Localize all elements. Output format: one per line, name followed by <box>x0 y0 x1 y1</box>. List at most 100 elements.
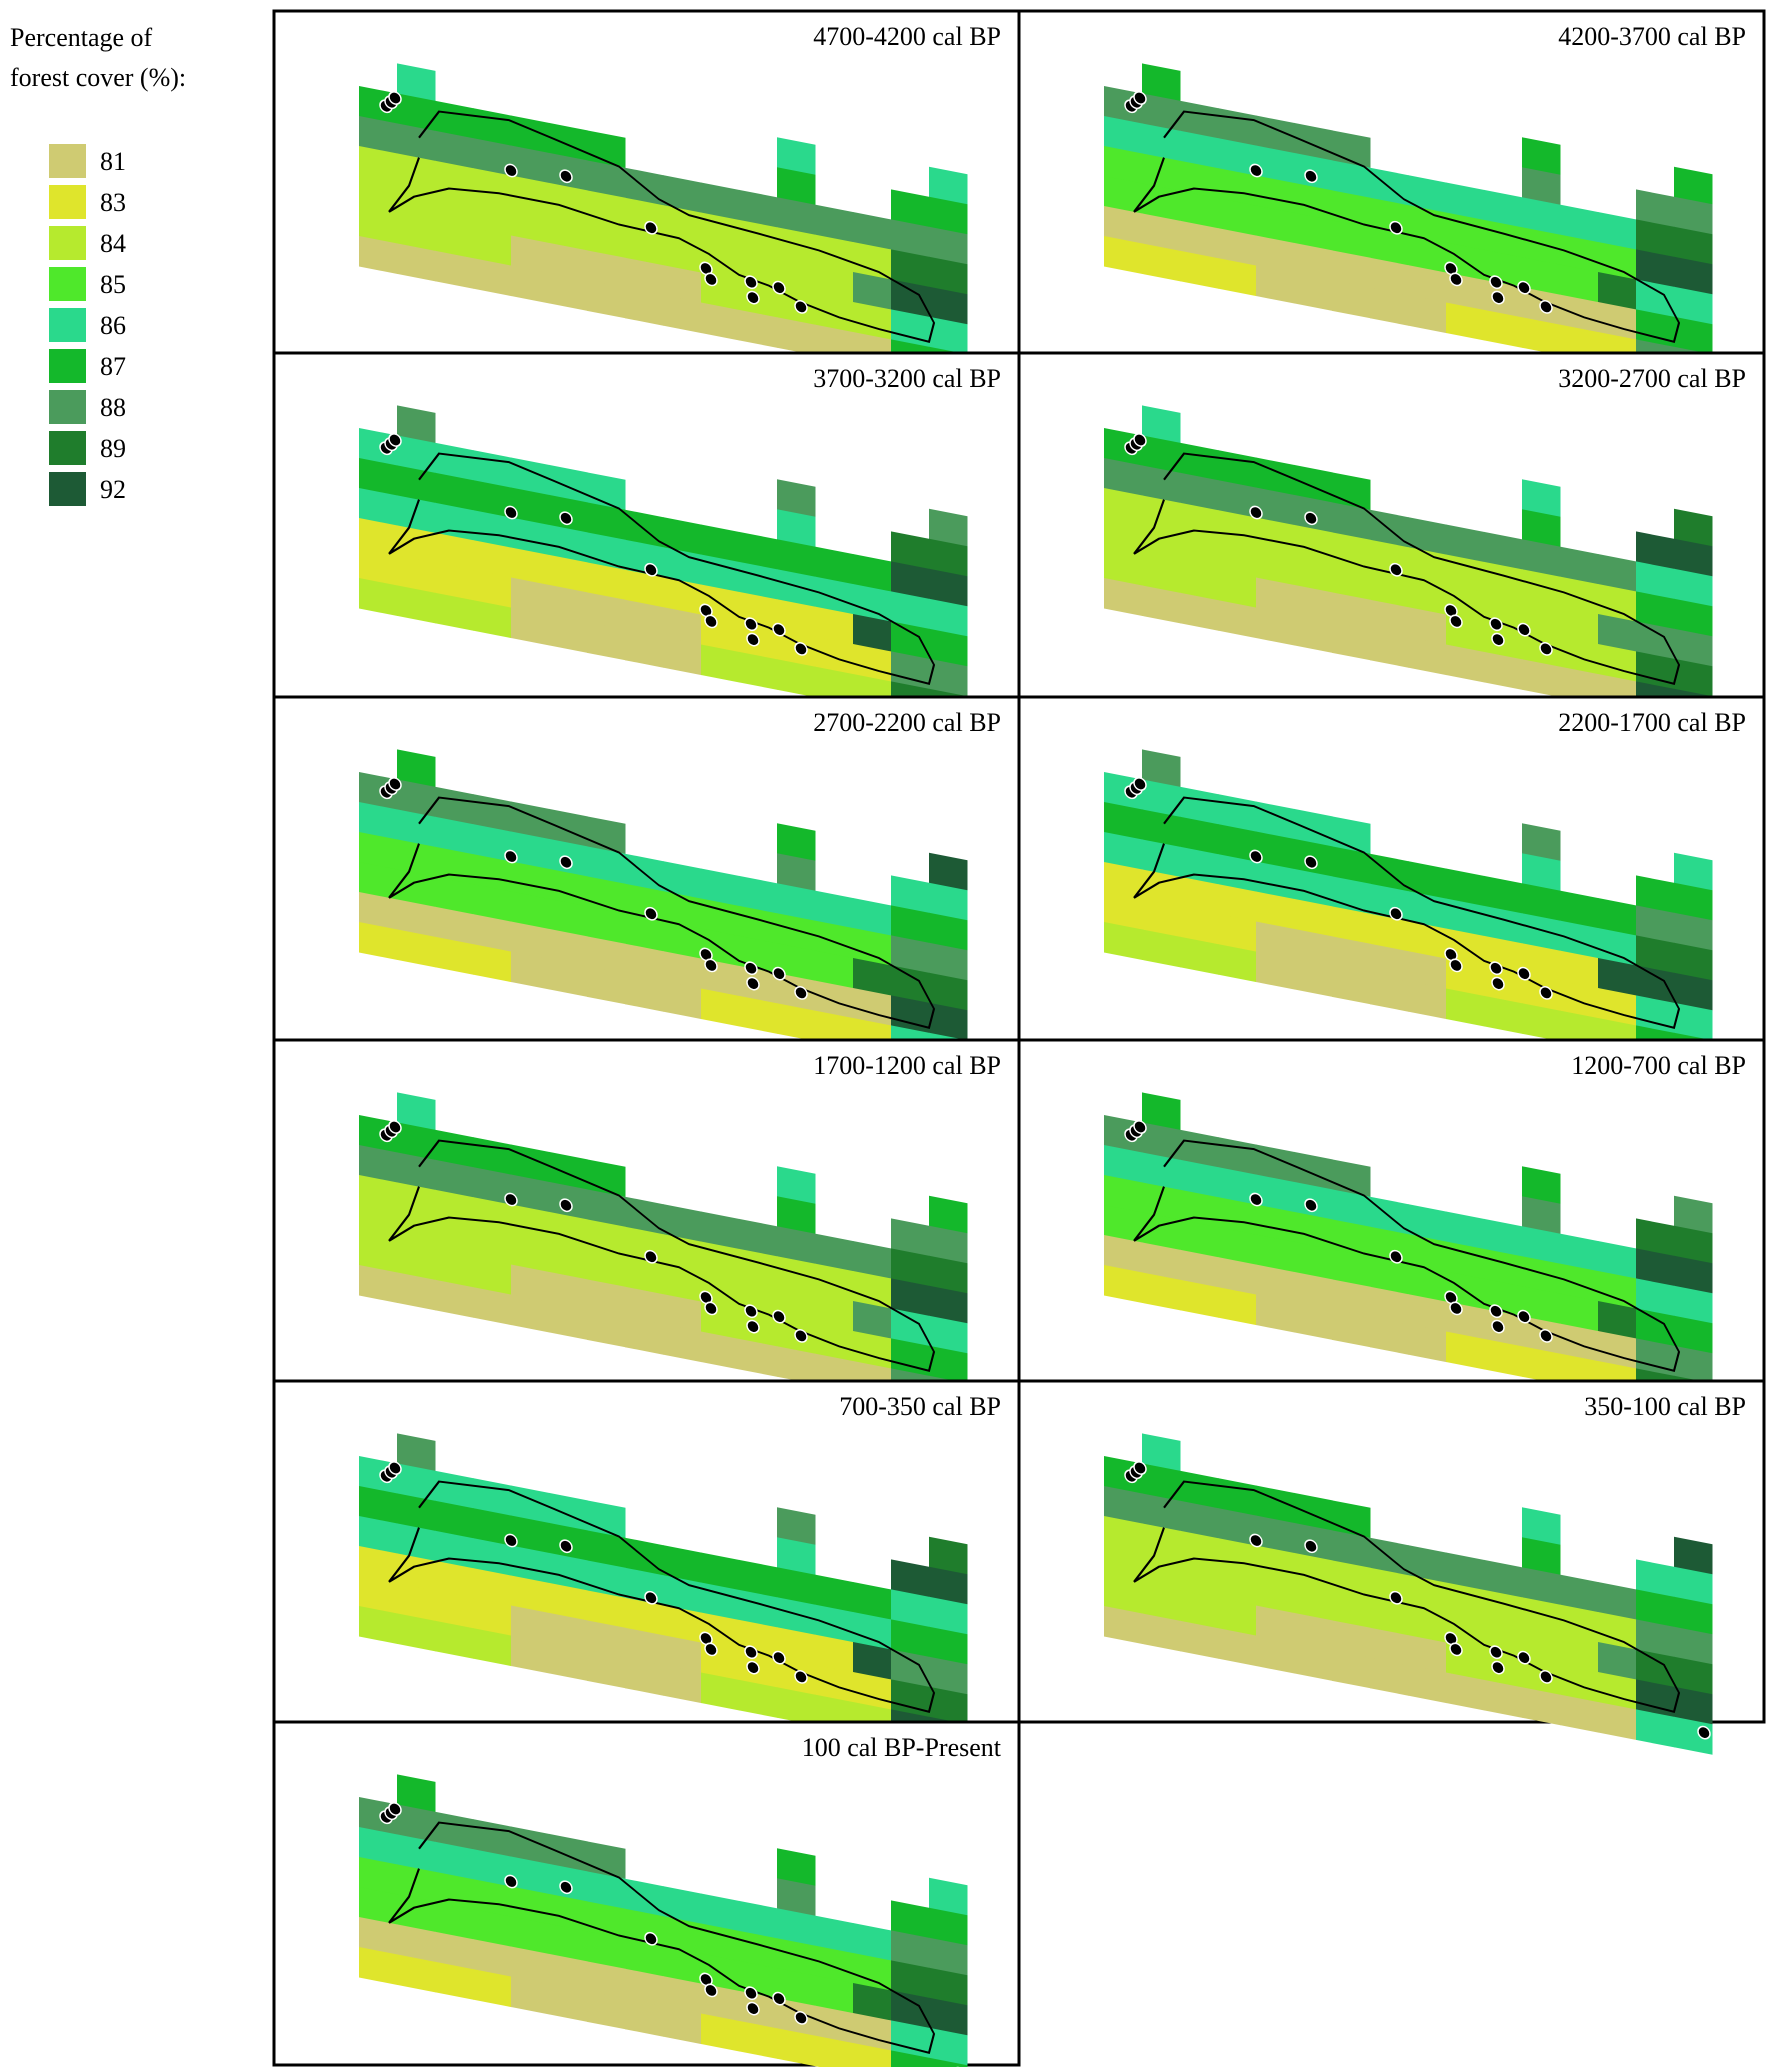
map-cell <box>473 1628 512 1667</box>
map-cell <box>1484 561 1523 600</box>
forest-cover-map <box>359 1092 968 1414</box>
map-cell <box>473 944 512 983</box>
site-marker <box>1489 617 1503 632</box>
map-cell <box>1636 875 1675 914</box>
map-cell <box>891 189 930 228</box>
site-marker <box>794 1670 808 1684</box>
forest-cover-map <box>1104 405 1713 727</box>
map-cell <box>1370 227 1409 266</box>
map-cell <box>1636 1709 1675 1748</box>
map-cell <box>435 1961 474 2000</box>
map-cell <box>1560 264 1599 303</box>
map-cell <box>1104 428 1143 466</box>
map-cell <box>1104 1145 1143 1183</box>
map-cell <box>815 890 854 929</box>
map-cell <box>1180 130 1219 169</box>
map-cell <box>359 236 398 274</box>
site-marker <box>1304 511 1318 526</box>
map-cell <box>359 86 398 124</box>
site-marker <box>1449 1642 1463 1657</box>
map-cell <box>1370 913 1409 952</box>
map-cell <box>815 1975 854 2014</box>
map-cell <box>1674 1596 1713 1635</box>
map-cell <box>663 1545 702 1584</box>
map-cell <box>1674 1686 1713 1725</box>
map-cell <box>777 2028 816 2067</box>
map-cell <box>397 63 436 102</box>
panel: 3200-2700 cal BP <box>1017 351 1766 727</box>
map-cell <box>1218 1197 1257 1236</box>
map-cell <box>1370 629 1409 668</box>
map-cell <box>359 772 398 810</box>
map-cell <box>587 1871 626 1910</box>
map-cell <box>435 1159 474 1198</box>
map-cell <box>1294 808 1333 847</box>
map-cell <box>777 317 816 356</box>
map-cell <box>1256 487 1295 526</box>
map-cell <box>1484 875 1523 914</box>
map-cell <box>587 1991 626 2030</box>
site-marker <box>1449 614 1463 629</box>
map-cell <box>1256 577 1295 616</box>
map-cell <box>435 786 474 825</box>
map-cell <box>549 1983 588 2022</box>
map-cell <box>397 1152 436 1191</box>
site-marker <box>644 1249 658 1264</box>
map-cell <box>739 2020 778 2059</box>
map-cell <box>625 1627 664 1666</box>
map-cell <box>1636 561 1675 600</box>
map-cell <box>1218 600 1257 639</box>
site-marker <box>1491 1660 1505 1675</box>
map-cell <box>1522 943 1561 982</box>
map-cell <box>853 1612 892 1651</box>
map-cell <box>929 1967 968 2006</box>
map-cell <box>397 779 436 818</box>
map-cell <box>1636 279 1675 318</box>
map-cell <box>1560 1323 1599 1362</box>
map-cell <box>1408 1635 1447 1674</box>
site-marker <box>559 1198 573 1213</box>
map-cell <box>1408 1294 1447 1333</box>
map-cell <box>1446 302 1485 341</box>
map-cell <box>359 176 398 214</box>
map-cell <box>1674 1255 1713 1294</box>
map-cell <box>1332 1189 1371 1228</box>
map-cell <box>511 607 550 646</box>
site-marker <box>504 1533 518 1548</box>
map-cell <box>359 862 398 900</box>
map-cell <box>1142 405 1181 444</box>
map-cell <box>739 1218 778 1257</box>
map-cell <box>663 981 702 1020</box>
site-marker <box>1489 1304 1503 1319</box>
map-cell <box>853 928 892 967</box>
map-cell <box>815 2035 854 2072</box>
map-cell <box>739 1679 778 1718</box>
map-cell <box>1332 532 1371 571</box>
map-cell <box>777 659 816 698</box>
site-marker <box>794 642 808 656</box>
site-marker <box>1389 1249 1403 1264</box>
map-cell <box>853 898 892 937</box>
map-cell <box>701 182 740 221</box>
map-cell <box>1332 846 1371 885</box>
map-cell <box>1142 929 1181 968</box>
map-cell <box>777 913 816 952</box>
map-cell <box>1332 1279 1371 1318</box>
map-cell <box>435 532 474 571</box>
map-cell <box>1636 1218 1675 1257</box>
map-cell <box>1370 1256 1409 1295</box>
site-marker <box>388 91 402 105</box>
map-cell <box>625 1256 664 1295</box>
map-cell <box>663 1976 702 2015</box>
map-cell <box>625 973 664 1012</box>
map-cell <box>663 891 702 930</box>
map-cell <box>549 928 588 967</box>
map-cell <box>359 1145 398 1183</box>
map-cell <box>1484 219 1523 258</box>
map-cell <box>625 257 664 296</box>
map-cell <box>1522 1507 1561 1546</box>
map-cell <box>587 250 626 289</box>
map-cell <box>929 316 968 355</box>
map-cell <box>397 1463 436 1502</box>
map-cell <box>359 1797 398 1835</box>
